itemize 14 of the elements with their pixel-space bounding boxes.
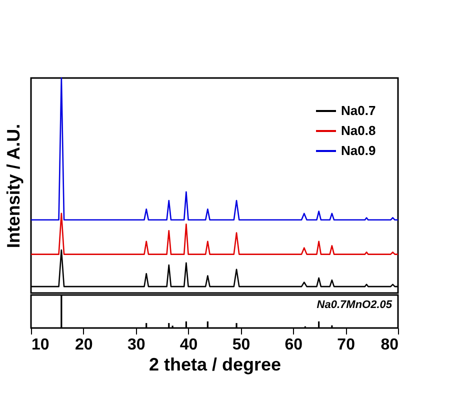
x-tick-label: 20 [75,336,93,354]
annotation: Na0.7MnO2.05 [316,299,393,311]
x-tick-label: 80 [380,336,399,354]
x-tick-label: 70 [337,336,356,354]
legend-label: Na0.8 [341,123,376,138]
y-axis-title: Intensity / A.U. [4,124,24,248]
x-tick-label: 40 [180,336,198,354]
x-tick-label: 10 [32,336,50,354]
legend-label: Na0.9 [341,143,376,158]
legend-label: Na0.7 [341,103,376,118]
x-tick-label: 50 [232,336,250,354]
x-tick-label: 30 [127,336,146,354]
x-axis-title: 2 theta / degree [148,354,282,374]
x-tick-label: 60 [284,336,303,354]
